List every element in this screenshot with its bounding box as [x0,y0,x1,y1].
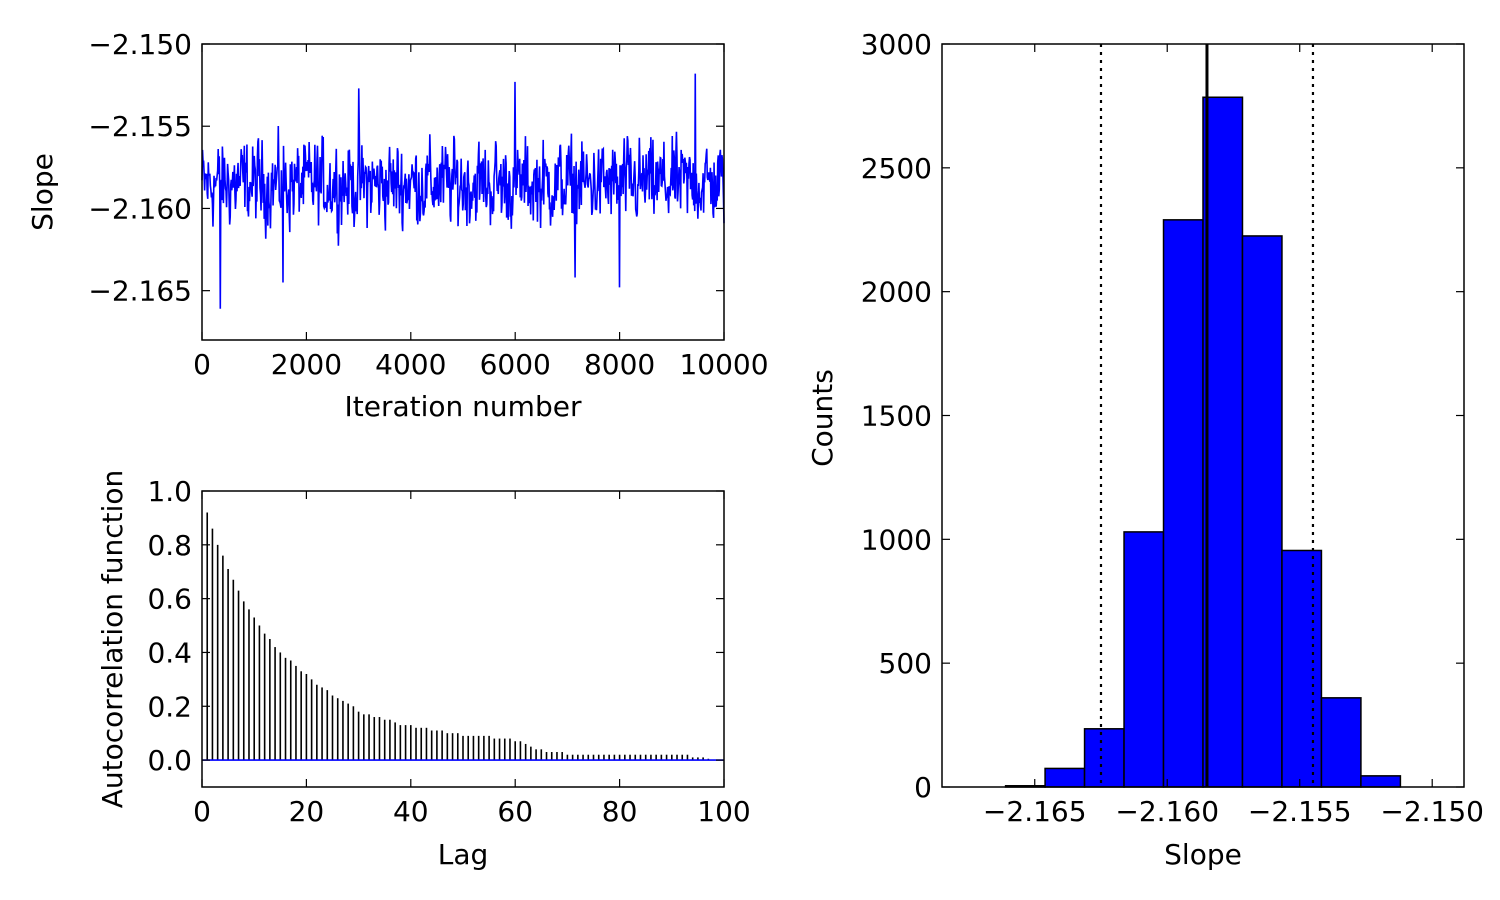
hist-xtick-label: −2.150 [1380,795,1484,828]
acf-frame [201,490,725,788]
hist-ytick-label: 2000 [861,276,932,309]
trace-ytick-label: −2.160 [88,192,192,225]
hist-ytick-label: 1500 [861,400,932,433]
trace-xtick-label: 0 [193,348,211,381]
trace-plot: 0 2000 4000 6000 8000 10000 −2.150 −2.155 −2.160… [26,28,769,423]
hist-bar [1123,531,1165,788]
hist-xlabel: Slope [1164,838,1242,871]
acf-ytick-label: 0.4 [147,636,192,669]
hist-xtick-label: −2.165 [983,795,1087,828]
acf-xtick-label: 100 [697,795,750,828]
hist-bars [1004,96,1402,788]
histogram-plot: −2.165 −2.160 −2.155 −2.150 0 500 1000 1500 2000… [806,28,1484,871]
hist-bar [1241,235,1283,788]
trace-xtick-label: 4000 [375,348,446,381]
hist-ylabel: Counts [806,369,839,467]
acf-ytick-label: 0.6 [147,583,192,616]
trace-xtick-label: 2000 [271,348,342,381]
trace-xlabel: Iteration number [345,390,582,423]
trace-ytick-label: −2.150 [88,28,192,61]
acf-bars [202,512,724,761]
hist-bar [1083,728,1125,788]
trace-ytick-label: −2.155 [88,110,192,143]
hist-bar [1162,219,1204,788]
hist-ytick-label: 1000 [861,523,932,556]
hist-bar [1360,775,1402,788]
acf-xtick-label: 20 [289,795,325,828]
hist-bar [1044,767,1086,788]
trace-ylabel: Slope [26,153,59,231]
trace-xtick-label: 10000 [679,348,768,381]
hist-ytick-label: 0 [914,771,932,804]
hist-xtick-label: −2.160 [1115,795,1219,828]
trace-series [201,73,725,309]
acf-xtick-label: 40 [393,795,429,828]
hist-ytick-label: 3000 [861,28,932,61]
acf-ytick-label: 0.8 [147,529,192,562]
acf-plot: 0 20 40 60 80 100 0.0 0.2 0.4 0.6 0.8 1.0 Lag Autoc… [96,470,751,871]
hist-bar [1202,96,1244,788]
acf-ytick-label: 0.0 [147,744,192,777]
hist-reference-lines [1099,44,1315,787]
acf-ylabel: Autocorrelation function [96,470,129,809]
hist-bar [1281,549,1323,788]
trace-ytick-label: −2.165 [88,275,192,308]
acf-xtick-label: 0 [193,795,211,828]
acf-xtick-label: 80 [602,795,638,828]
acf-xlabel: Lag [438,838,489,871]
trace-line [201,73,725,309]
acf-ytick-label: 0.2 [147,690,192,723]
trace-xtick-label: 6000 [480,348,551,381]
trace-frame [201,43,725,341]
hist-xtick-label: −2.155 [1248,795,1352,828]
hist-frame [941,43,1465,788]
hist-bar [1320,697,1362,788]
acf-ytick-label: 1.0 [147,475,192,508]
hist-ytick-label: 2500 [861,152,932,185]
hist-ytick-label: 500 [879,647,932,680]
trace-xtick-label: 8000 [584,348,655,381]
acf-xtick-label: 60 [497,795,533,828]
